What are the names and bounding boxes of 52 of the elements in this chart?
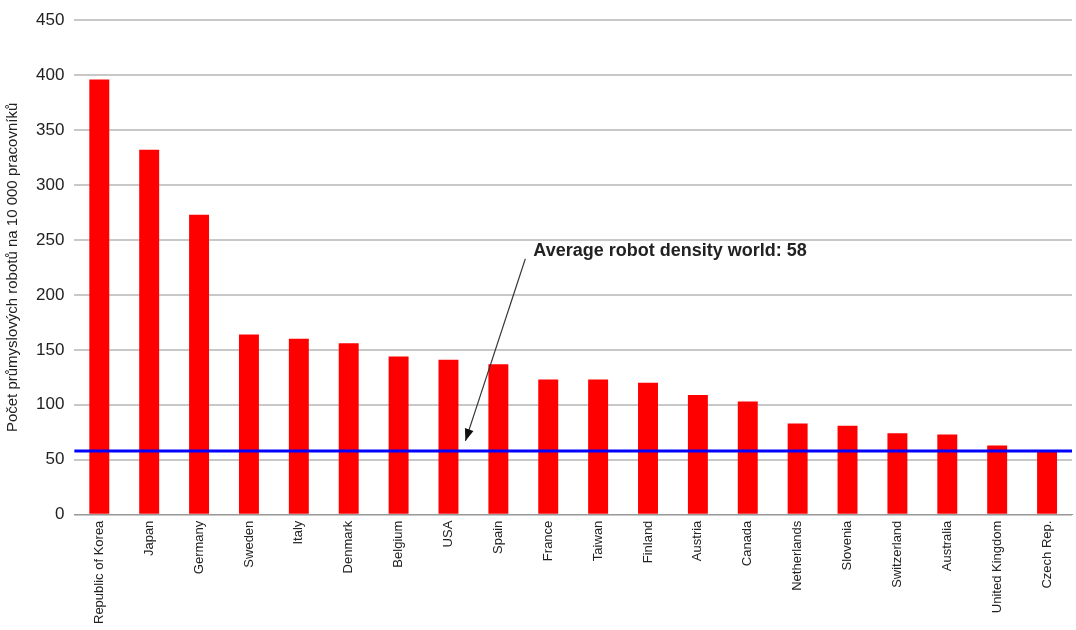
- y-tick-label: 350: [35, 119, 65, 139]
- bar: [837, 425, 858, 514]
- bar: [388, 356, 409, 514]
- y-tick-label: 0: [54, 504, 65, 524]
- x-tick-label: Spain: [489, 520, 505, 554]
- x-tick-label: France: [539, 520, 555, 562]
- x-tick-label: Czech Rep.: [1038, 520, 1054, 589]
- x-tick-label: Belgium: [390, 520, 406, 568]
- bar: [288, 338, 309, 514]
- x-tick-label: Netherlands: [789, 520, 805, 591]
- bar: [139, 149, 160, 514]
- x-tick-label: Finland: [639, 520, 655, 564]
- x-tick-label: Germany: [190, 520, 206, 575]
- x-tick-label: Australia: [938, 519, 954, 572]
- x-tick-label: Italy: [290, 520, 306, 545]
- x-tick-label: Republic of Korea: [90, 519, 106, 624]
- x-tick-label: United Kingdom: [988, 520, 1004, 614]
- bar: [338, 343, 359, 514]
- x-tick-label: Austria: [689, 519, 705, 562]
- bar: [638, 382, 658, 514]
- y-tick-label: 50: [45, 449, 65, 469]
- bar: [737, 401, 758, 514]
- bar: [887, 433, 908, 514]
- y-tick-label: 100: [35, 394, 65, 414]
- ref-line-label: Average robot density world: 58: [533, 239, 807, 260]
- x-tick-label: USA: [440, 520, 456, 548]
- x-tick-label: Taiwan: [589, 520, 605, 562]
- x-tick-label: Switzerland: [888, 520, 904, 588]
- y-tick-label: 150: [35, 339, 65, 359]
- x-tick-label: Denmark: [340, 520, 356, 574]
- y-axis-title: Počet průmyslových robotů na 10 000 pracovníků: [3, 102, 21, 433]
- y-tick-label: 400: [35, 64, 65, 84]
- x-tick-label: Japan: [140, 520, 156, 557]
- bar: [588, 379, 609, 514]
- y-tick-label: 300: [35, 174, 65, 194]
- x-tick-label: Canada: [739, 519, 755, 567]
- bar: [687, 394, 708, 514]
- bar: [787, 423, 808, 514]
- bar: [438, 359, 459, 514]
- bar: [987, 445, 1008, 514]
- bar: [538, 379, 559, 514]
- x-tick-label: Slovenia: [839, 519, 855, 571]
- bar: [488, 364, 509, 514]
- bar: [1037, 450, 1058, 514]
- bar: [189, 214, 210, 514]
- bar: [238, 334, 259, 514]
- y-tick-label: 200: [35, 284, 65, 304]
- x-tick-label: Sweden: [240, 520, 256, 568]
- bar: [937, 434, 958, 514]
- y-tick-label: 250: [35, 229, 65, 249]
- bar: [89, 79, 110, 514]
- y-tick-label: 450: [35, 9, 65, 29]
